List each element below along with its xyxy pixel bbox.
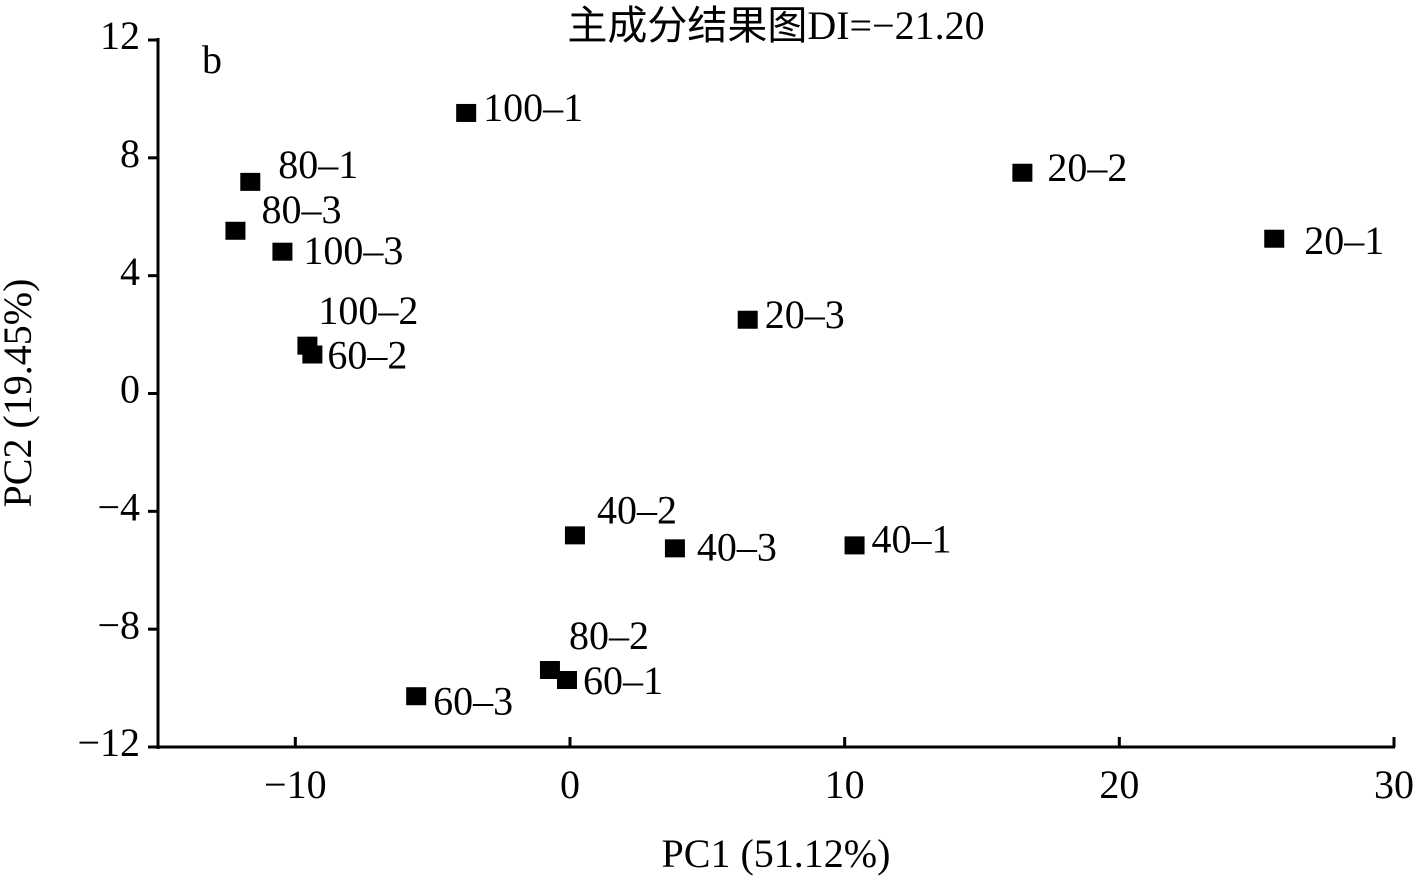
point-label: 20–3: [765, 292, 845, 337]
point: [456, 103, 477, 122]
point: [844, 536, 865, 555]
point: [556, 671, 577, 690]
point: [539, 660, 560, 679]
point-label: 60–2: [327, 333, 407, 378]
point: [240, 172, 261, 191]
point-label: 100–3: [303, 228, 403, 273]
point-label: 40–2: [597, 488, 677, 533]
y-tick-label: 8: [120, 131, 140, 176]
x-axis-label: PC1 (51.12%): [662, 831, 891, 876]
point-label: 20–2: [1047, 145, 1127, 190]
x-tick-label: 0: [560, 762, 580, 807]
point-label: 60–1: [583, 658, 663, 703]
y-tick-label: 0: [120, 367, 140, 412]
point: [737, 310, 758, 329]
x-tick-label: 20: [1099, 762, 1139, 807]
y-axis-label: PC2 (19.45%): [0, 279, 40, 508]
point: [406, 687, 427, 706]
point-label: 20–1: [1304, 218, 1384, 263]
x-tick-label: −10: [264, 762, 327, 807]
point-label: 60–3: [433, 678, 513, 723]
point-label: 100–1: [483, 85, 583, 130]
chart-title: 主成分结果图DI=−21.20: [567, 3, 984, 48]
point: [564, 526, 585, 545]
panel-label: b: [202, 37, 222, 82]
point-label: 100–2: [318, 288, 418, 333]
point-label: 80–1: [278, 142, 358, 187]
point: [302, 345, 323, 364]
y-tick-label: −12: [77, 720, 140, 765]
point-label: 40–1: [872, 517, 952, 562]
point: [1264, 229, 1285, 248]
x-tick-label: 10: [825, 762, 865, 807]
y-tick-label: −4: [97, 485, 140, 530]
point-label: 40–3: [697, 525, 777, 570]
y-tick-label: 12: [100, 13, 140, 58]
point: [1012, 163, 1033, 182]
point: [272, 242, 293, 261]
point-label: 80–3: [261, 187, 341, 232]
y-tick-label: −8: [97, 602, 140, 647]
point: [225, 221, 246, 240]
point: [664, 539, 685, 558]
x-tick-label: 30: [1374, 762, 1414, 807]
y-tick-label: 4: [120, 249, 140, 294]
point-label: 80–2: [569, 613, 649, 658]
